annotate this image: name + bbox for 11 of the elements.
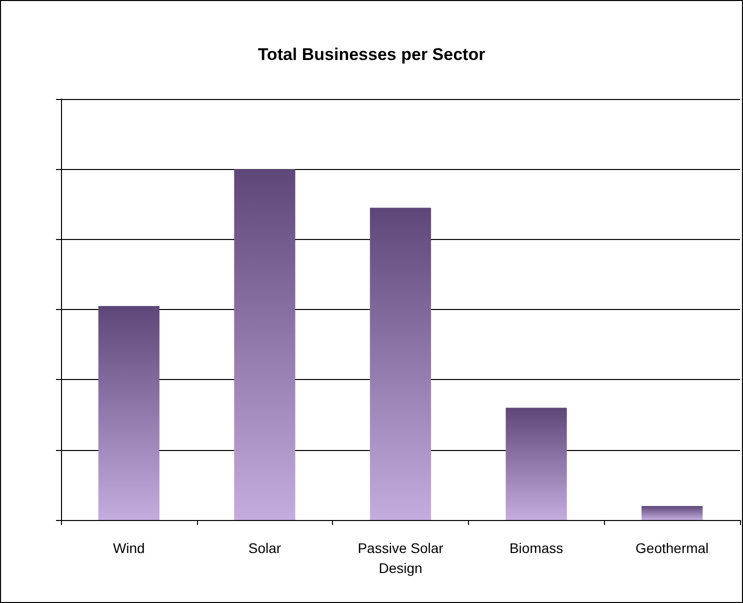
- x-tick-label: Wind: [112, 540, 145, 556]
- bar: [370, 208, 432, 520]
- bar: [98, 306, 160, 520]
- bar: [642, 506, 703, 520]
- bar: [234, 169, 296, 520]
- chart-title: Total Businesses per Sector: [258, 45, 486, 64]
- x-tick-label: Solar: [248, 540, 282, 556]
- bar: [506, 408, 567, 520]
- x-tick-label: Geothermal: [636, 540, 709, 556]
- x-tick-label: Passive Solar Design: [358, 540, 444, 576]
- x-tick-label: Biomass: [509, 540, 564, 556]
